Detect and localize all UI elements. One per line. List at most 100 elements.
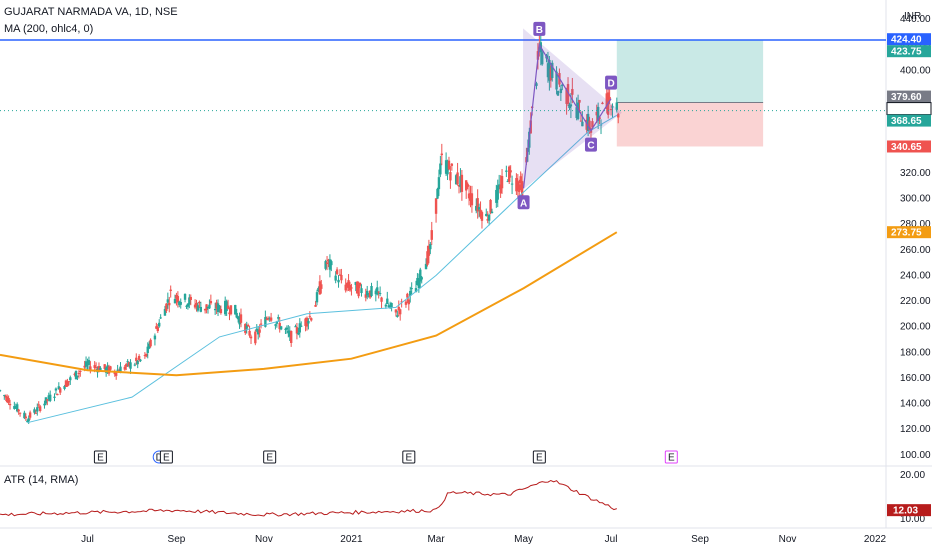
candle-body xyxy=(74,370,78,380)
y-tick-label: 320.00 xyxy=(900,168,931,179)
candle-body xyxy=(209,301,213,304)
price-tag xyxy=(887,140,931,153)
pattern-point-marker xyxy=(584,137,597,152)
candle-body xyxy=(430,230,433,240)
candle-body xyxy=(188,297,191,305)
candle-body xyxy=(226,305,230,309)
candle-body xyxy=(466,183,469,187)
candle-body xyxy=(246,325,250,327)
candle-body xyxy=(370,285,373,296)
candle-body xyxy=(549,68,553,81)
candle-body xyxy=(268,318,271,320)
candle-body xyxy=(541,52,544,65)
candle-body xyxy=(195,303,198,306)
event-marker-label: E xyxy=(668,453,675,464)
candle-body xyxy=(158,322,161,327)
candle-body xyxy=(215,302,218,309)
candle-body xyxy=(439,163,442,175)
candle-body xyxy=(297,332,300,335)
candle-body xyxy=(183,293,187,300)
y-tick-label: 220.00 xyxy=(900,296,931,307)
candle-body xyxy=(394,309,398,313)
candle-body xyxy=(420,277,423,280)
candle-body xyxy=(518,184,521,193)
earnings-marker xyxy=(263,450,277,464)
atr-tick-label: 20.00 xyxy=(900,470,925,481)
candle-body xyxy=(444,160,448,174)
candle-body xyxy=(378,293,382,295)
candle-body xyxy=(163,309,167,316)
candle-body xyxy=(36,407,39,412)
candle-body xyxy=(127,362,131,367)
candle-body xyxy=(358,282,362,286)
candle-body xyxy=(340,274,343,281)
atr-price-tag-label: 12.03 xyxy=(893,506,918,517)
candle-body xyxy=(169,289,172,292)
candle-body xyxy=(199,306,203,312)
candle-body xyxy=(344,284,347,291)
candle-body xyxy=(565,88,568,104)
candle-body xyxy=(107,366,111,374)
candle-body xyxy=(166,299,170,303)
candle-body xyxy=(347,280,350,288)
price-tag-label: 424.40 xyxy=(891,35,922,46)
candle-body xyxy=(198,301,201,304)
y-tick-label: 100.00 xyxy=(900,450,931,461)
atr-price-tag xyxy=(887,504,931,517)
candle-body xyxy=(28,412,32,418)
candle-body xyxy=(345,283,349,286)
symbol-title: GUJARAT NARMADA VA, 1D, NSE xyxy=(4,6,178,18)
candle-body xyxy=(324,261,327,269)
candle-body xyxy=(327,259,330,262)
x-tick-label: Nov xyxy=(779,534,797,545)
candle-body xyxy=(419,269,422,282)
candle-body xyxy=(179,301,182,305)
candle-body xyxy=(487,214,491,221)
candle-body xyxy=(520,181,524,197)
candle-body xyxy=(470,193,474,206)
event-marker-label: E xyxy=(536,453,543,464)
candle-body xyxy=(559,88,563,94)
candle-body xyxy=(244,324,247,333)
candle-body xyxy=(308,316,312,318)
pattern-point-label: D xyxy=(607,79,614,90)
candle-body xyxy=(424,263,428,270)
price-tag-label: 374.95 xyxy=(891,104,922,115)
candle-body xyxy=(284,328,287,330)
candle-body xyxy=(386,298,389,305)
candle-body xyxy=(551,62,554,79)
currency-label: INR xyxy=(904,11,921,22)
candle-body xyxy=(300,325,303,327)
candle-body xyxy=(328,259,332,270)
abcd-pattern-line xyxy=(522,43,612,189)
candle-body xyxy=(314,305,317,307)
candle-body xyxy=(99,367,102,372)
candle-body xyxy=(235,312,238,318)
candle-body xyxy=(305,317,309,327)
candle-body xyxy=(143,355,147,357)
x-tick-label: Nov xyxy=(255,534,273,545)
candle-body xyxy=(404,301,408,305)
candle-body xyxy=(185,305,188,307)
candle-body xyxy=(447,160,451,170)
candle-body xyxy=(489,199,492,213)
event-marker-label: E xyxy=(97,453,104,464)
candle-body xyxy=(350,287,353,289)
candle-body xyxy=(196,305,200,311)
candle-body xyxy=(4,395,7,398)
candle-body xyxy=(228,312,231,315)
candle-body xyxy=(175,294,178,299)
candle-body xyxy=(348,285,352,291)
target-zone xyxy=(616,40,764,103)
candles xyxy=(0,32,620,424)
candle-body xyxy=(44,397,48,404)
candle-body xyxy=(459,176,462,187)
candle-body xyxy=(298,323,301,333)
atr-tick-label: 10.00 xyxy=(900,514,925,525)
candle-body xyxy=(387,305,390,307)
candle-body xyxy=(49,394,52,401)
candle-body xyxy=(255,328,258,331)
candle-body xyxy=(548,59,551,81)
candle-body xyxy=(294,326,297,328)
